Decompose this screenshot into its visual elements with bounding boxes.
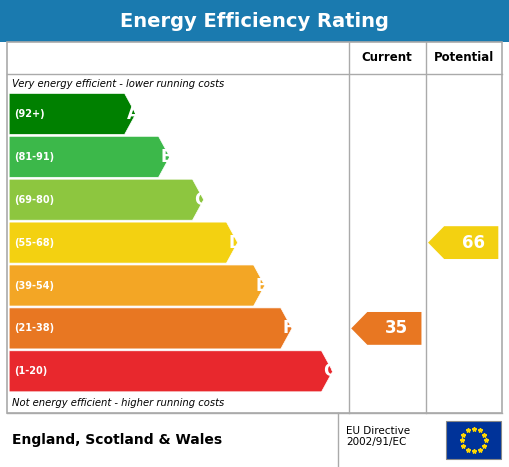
Polygon shape — [9, 179, 204, 220]
Text: (1-20): (1-20) — [14, 366, 47, 376]
Polygon shape — [9, 222, 238, 263]
Polygon shape — [9, 136, 169, 177]
Text: C: C — [194, 191, 207, 209]
Text: 66: 66 — [462, 234, 485, 252]
Bar — [7, 42, 502, 413]
Text: (55-68): (55-68) — [14, 238, 54, 248]
Text: (39-54): (39-54) — [14, 281, 54, 290]
Text: Not energy efficient - higher running costs: Not energy efficient - higher running co… — [12, 398, 224, 409]
Polygon shape — [351, 312, 421, 345]
Text: (21-38): (21-38) — [14, 324, 54, 333]
Text: Current: Current — [362, 51, 412, 64]
Text: EU Directive
2002/91/EC: EU Directive 2002/91/EC — [346, 425, 410, 447]
Bar — [0, 0, 509, 42]
Polygon shape — [428, 226, 498, 259]
Polygon shape — [9, 351, 333, 392]
Bar — [446, 421, 501, 459]
Text: B: B — [160, 148, 173, 166]
Text: D: D — [229, 234, 242, 252]
Text: A: A — [127, 105, 139, 123]
Text: Energy Efficiency Rating: Energy Efficiency Rating — [120, 12, 389, 30]
Text: G: G — [324, 362, 337, 380]
Text: F: F — [283, 319, 294, 337]
Text: Potential: Potential — [434, 51, 494, 64]
Text: (69-80): (69-80) — [14, 195, 54, 205]
Text: (81-91): (81-91) — [14, 152, 54, 162]
Polygon shape — [9, 308, 292, 349]
Text: Very energy efficient - lower running costs: Very energy efficient - lower running co… — [12, 78, 224, 89]
Text: England, Scotland & Wales: England, Scotland & Wales — [12, 433, 222, 447]
Text: E: E — [256, 276, 267, 295]
Text: 35: 35 — [385, 319, 409, 337]
Polygon shape — [9, 93, 136, 134]
Polygon shape — [9, 265, 265, 306]
Text: (92+): (92+) — [14, 109, 45, 119]
